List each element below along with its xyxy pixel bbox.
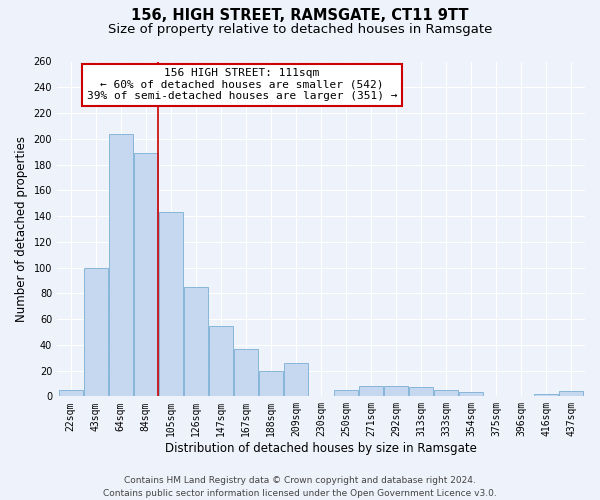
Bar xyxy=(109,134,133,396)
Bar xyxy=(134,153,158,396)
Text: 156 HIGH STREET: 111sqm
← 60% of detached houses are smaller (542)
39% of semi-d: 156 HIGH STREET: 111sqm ← 60% of detache… xyxy=(86,68,397,102)
Bar xyxy=(234,348,258,397)
Text: Size of property relative to detached houses in Ramsgate: Size of property relative to detached ho… xyxy=(108,22,492,36)
Bar xyxy=(334,390,358,396)
Bar xyxy=(559,391,583,396)
Bar xyxy=(434,390,458,396)
Bar xyxy=(159,212,183,396)
Bar xyxy=(535,394,558,396)
Bar xyxy=(209,326,233,396)
Text: 156, HIGH STREET, RAMSGATE, CT11 9TT: 156, HIGH STREET, RAMSGATE, CT11 9TT xyxy=(131,8,469,22)
Y-axis label: Number of detached properties: Number of detached properties xyxy=(15,136,28,322)
X-axis label: Distribution of detached houses by size in Ramsgate: Distribution of detached houses by size … xyxy=(165,442,477,455)
Bar xyxy=(84,268,108,396)
Bar xyxy=(409,388,433,396)
Bar xyxy=(459,392,483,396)
Bar xyxy=(184,287,208,397)
Text: Contains HM Land Registry data © Crown copyright and database right 2024.
Contai: Contains HM Land Registry data © Crown c… xyxy=(103,476,497,498)
Bar xyxy=(59,390,83,396)
Bar xyxy=(259,370,283,396)
Bar xyxy=(384,386,408,396)
Bar xyxy=(284,363,308,396)
Bar xyxy=(359,386,383,396)
